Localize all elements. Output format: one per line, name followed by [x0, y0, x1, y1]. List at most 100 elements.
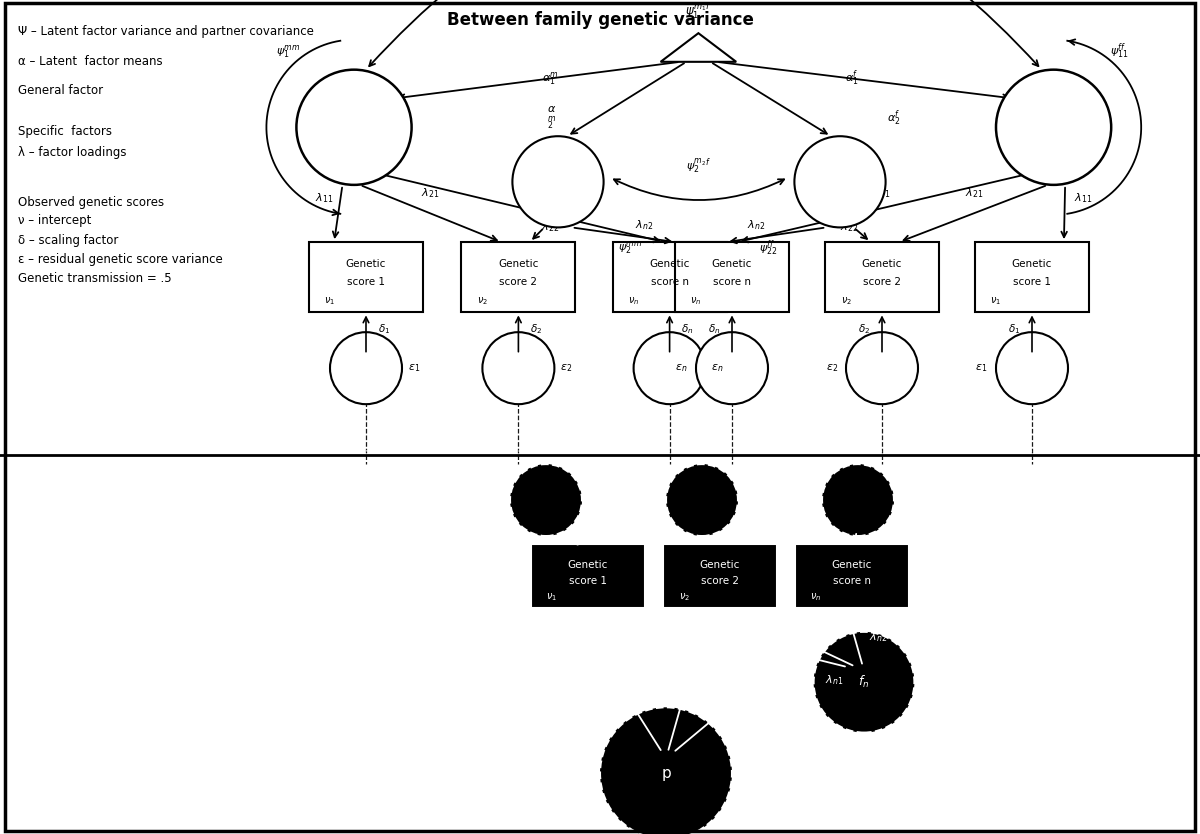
Ellipse shape [996, 332, 1068, 404]
Ellipse shape [600, 707, 732, 834]
Text: Observed genetic scores: Observed genetic scores [18, 196, 164, 208]
Text: $\lambda_{22}$: $\lambda_{22}$ [840, 220, 858, 234]
Text: $f_n$: $f_n$ [552, 173, 564, 190]
FancyBboxPatch shape [530, 544, 646, 608]
FancyBboxPatch shape [826, 242, 940, 313]
Text: Genetic: Genetic [568, 560, 608, 570]
Ellipse shape [634, 332, 706, 404]
Text: Genetic: Genetic [498, 259, 539, 269]
Text: $_2^m$: $_2^m$ [547, 114, 557, 131]
Ellipse shape [296, 70, 412, 185]
Text: $\lambda_{12}$: $\lambda_{12}$ [808, 631, 827, 645]
Ellipse shape [814, 632, 914, 732]
Ellipse shape [794, 136, 886, 228]
Text: $f_n$: $f_n$ [834, 173, 846, 190]
Text: $\lambda_{n2}$: $\lambda_{n2}$ [635, 219, 653, 232]
FancyBboxPatch shape [462, 242, 576, 313]
Text: $\alpha_2^f$: $\alpha_2^f$ [887, 108, 901, 128]
Ellipse shape [846, 332, 918, 404]
Text: Genetic transmission = .5: Genetic transmission = .5 [18, 272, 172, 284]
Text: p: p [1049, 120, 1058, 135]
Text: $\lambda_{21}$: $\lambda_{21}$ [965, 186, 983, 200]
Text: $\varepsilon_1$: $\varepsilon_1$ [408, 362, 420, 374]
Text: score 2: score 2 [863, 277, 901, 287]
Text: $\varepsilon_2$: $\varepsilon_2$ [826, 362, 838, 374]
Text: $\nu_2$: $\nu_2$ [476, 295, 488, 307]
Text: score 1: score 1 [347, 277, 385, 287]
Text: $\psi_1^{m_1}{}^{f}$: $\psi_1^{m_1}{}^{f}$ [685, 2, 712, 21]
Text: $\delta_2$: $\delta_2$ [858, 322, 870, 336]
Ellipse shape [666, 464, 738, 536]
Text: $f_n$: $f_n$ [858, 674, 870, 691]
Text: $\varepsilon_n$: $\varepsilon_n$ [676, 362, 688, 374]
Ellipse shape [696, 332, 768, 404]
Text: $\delta_n$: $\delta_n$ [682, 322, 694, 336]
Text: $\nu_2$: $\nu_2$ [840, 295, 852, 307]
Text: score 1: score 1 [1013, 277, 1051, 287]
Text: $\lambda_{n1}$: $\lambda_{n1}$ [515, 186, 533, 200]
Text: $\delta_n$: $\delta_n$ [906, 490, 918, 503]
Text: $\lambda_{22}$: $\lambda_{22}$ [756, 631, 774, 645]
Text: Genetic: Genetic [700, 560, 740, 570]
Text: Genetic: Genetic [1012, 259, 1052, 269]
Text: $\nu_n$: $\nu_n$ [690, 295, 702, 307]
FancyBboxPatch shape [796, 544, 910, 608]
Text: $\alpha$: $\alpha$ [692, 45, 704, 60]
Text: Within family genetic variance: Within family genetic variance [457, 464, 743, 482]
Ellipse shape [996, 70, 1111, 185]
Text: Within family residual genetic score variance = .5: Within family residual genetic score var… [18, 516, 313, 530]
Text: $\psi_1^{mm}$: $\psi_1^{mm}$ [276, 43, 300, 60]
Text: General factor: General factor [18, 84, 103, 98]
Text: $\alpha$: $\alpha$ [547, 104, 557, 114]
Text: $\nu_1$: $\nu_1$ [990, 295, 1002, 307]
Text: ε – residual genetic score variance: ε – residual genetic score variance [18, 253, 223, 265]
Text: δ – scaling factor: δ – scaling factor [18, 234, 119, 248]
Text: $\alpha_1^m$: $\alpha_1^m$ [541, 70, 559, 87]
Text: $\lambda_{11}$: $\lambda_{11}$ [1074, 191, 1093, 204]
FancyBboxPatch shape [674, 242, 790, 313]
Text: $\lambda_{n2}$: $\lambda_{n2}$ [746, 219, 766, 232]
Text: Genetic: Genetic [832, 560, 872, 570]
Text: p: p [349, 120, 359, 135]
Ellipse shape [822, 464, 894, 536]
Text: $\lambda_{n1}$: $\lambda_{n1}$ [826, 674, 844, 687]
Text: $\psi_2^{mm}$: $\psi_2^{mm}$ [618, 239, 642, 256]
Text: Genetic: Genetic [649, 259, 690, 269]
Text: $\delta_1$: $\delta_1$ [1008, 322, 1020, 336]
FancyBboxPatch shape [310, 242, 424, 313]
Text: $\psi_2^{m_2}{}^{f}$: $\psi_2^{m_2}{}^{f}$ [685, 156, 712, 176]
Text: $\nu_1$: $\nu_1$ [546, 591, 558, 603]
Text: $\psi_{22}^{ff}$: $\psi_{22}^{ff}$ [758, 238, 778, 258]
Text: Specific  factors: Specific factors [18, 125, 112, 138]
Text: $\lambda_{11}$: $\lambda_{11}$ [314, 191, 334, 204]
Text: $\lambda_{21}$: $\lambda_{21}$ [421, 186, 439, 200]
Text: Ψ – Latent factor variance and partner covariance: Ψ – Latent factor variance and partner c… [18, 25, 314, 38]
Text: $\alpha_1^f$: $\alpha_1^f$ [845, 68, 859, 88]
Text: score n: score n [833, 575, 871, 585]
Text: $\nu_2$: $\nu_2$ [678, 591, 690, 603]
Text: $\lambda_{n1}$: $\lambda_{n1}$ [871, 186, 890, 200]
Text: $\lambda_{22}$: $\lambda_{22}$ [541, 220, 559, 234]
Text: Genetic: Genetic [712, 259, 752, 269]
Text: Ψ – Within family latent factor variance = .5: Ψ – Within family latent factor variance… [18, 787, 278, 801]
Text: score 2: score 2 [499, 277, 538, 287]
Text: Between family genetic variance: Between family genetic variance [446, 12, 754, 29]
Text: $\delta_2$: $\delta_2$ [530, 322, 542, 336]
FancyBboxPatch shape [662, 544, 778, 608]
Text: $\delta_1$: $\delta_1$ [378, 322, 390, 336]
Text: $\nu_n$: $\nu_n$ [810, 591, 822, 603]
Text: $\lambda_{11}$: $\lambda_{11}$ [478, 673, 496, 687]
Ellipse shape [330, 332, 402, 404]
Text: $\nu_n$: $\nu_n$ [628, 295, 640, 307]
Polygon shape [661, 33, 736, 62]
Text: ν – intercept: ν – intercept [18, 214, 91, 227]
Ellipse shape [512, 136, 604, 228]
Text: score n: score n [650, 277, 689, 287]
Text: Genetic: Genetic [346, 259, 386, 269]
Ellipse shape [482, 332, 554, 404]
Text: α – Latent  factor means: α – Latent factor means [18, 55, 163, 68]
Text: $\lambda_{n2}$: $\lambda_{n2}$ [870, 631, 888, 644]
Text: $\delta_2$: $\delta_2$ [750, 490, 762, 503]
Text: $\nu_1$: $\nu_1$ [324, 295, 336, 307]
Text: score 1: score 1 [569, 575, 607, 585]
